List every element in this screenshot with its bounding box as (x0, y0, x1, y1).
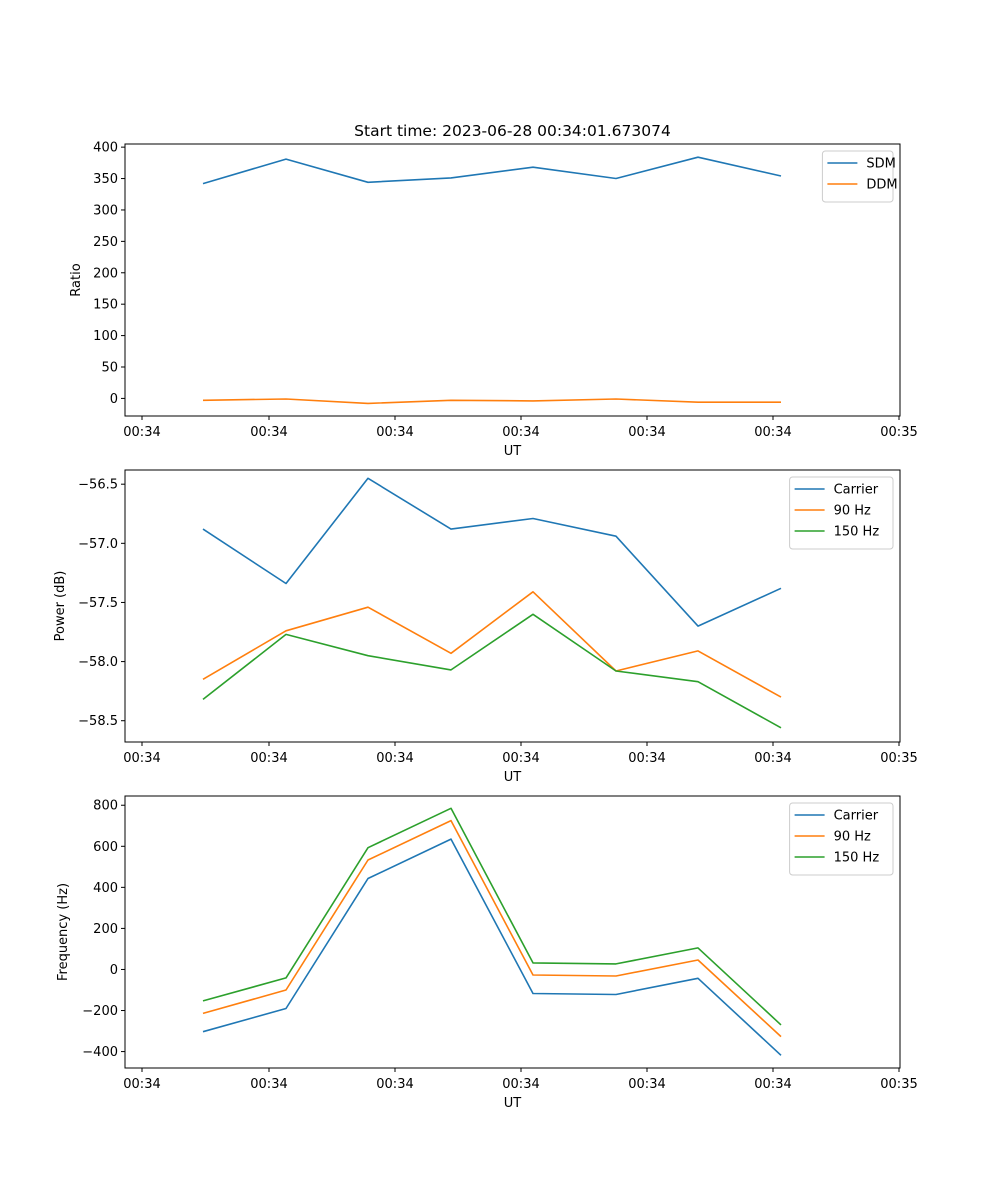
y-tick-label: 0 (110, 963, 118, 978)
x-tick-label: 00:34 (628, 425, 665, 440)
chart-title: Start time: 2023-06-28 00:34:01.673074 (354, 122, 671, 140)
x-tick-label: 00:34 (628, 1077, 665, 1092)
x-tick-label: 00:34 (628, 751, 665, 766)
y-tick-label: 800 (93, 799, 118, 814)
series-line-150-hz (202, 613, 782, 729)
x-tick-label: 00:34 (123, 751, 160, 766)
plot-frame (124, 469, 901, 743)
x-axis: 00:34 00:34 00:34 00:34 00:34 00:34 00:35 (123, 742, 918, 766)
y-tick-label: −200 (82, 1004, 118, 1019)
x-tick-label: 00:34 (502, 1077, 539, 1092)
x-tick-label: 00:34 (754, 751, 791, 766)
x-tick-label: 00:35 (880, 1077, 917, 1092)
y-tick-label: −57.0 (78, 537, 118, 552)
legend-label: 150 Hz (834, 525, 880, 540)
y-axis: 0 50 100 150 200 250 300 350 400 (93, 141, 125, 407)
legend-label: 150 Hz (834, 851, 880, 866)
y-axis-label: Frequency (Hz) (56, 883, 71, 981)
legend: Carrier 90 Hz 150 Hz (789, 476, 894, 550)
y-tick-label: 300 (93, 203, 118, 218)
y-tick-label: 350 (93, 172, 118, 187)
legend: Carrier 90 Hz 150 Hz (789, 802, 894, 876)
y-tick-label: 50 (101, 361, 118, 376)
x-axis-label: UT (504, 1096, 522, 1111)
y-tick-label: 0 (110, 392, 118, 407)
x-tick-label: 00:34 (250, 751, 287, 766)
plot-frame (124, 143, 901, 417)
series-line-90-hz (202, 590, 782, 698)
legend-label: 90 Hz (834, 830, 871, 845)
plot-frame (124, 795, 901, 1069)
y-tick-label: 600 (93, 840, 118, 855)
x-tick-label: 00:34 (754, 1077, 791, 1092)
series-layer (202, 156, 782, 405)
x-axis-label: UT (504, 770, 522, 785)
x-axis: 00:34 00:34 00:34 00:34 00:34 00:34 00:35 (123, 1068, 918, 1092)
y-tick-label: 200 (93, 266, 118, 281)
y-axis-label: Power (dB) (53, 571, 68, 642)
y-tick-label: 400 (93, 881, 118, 896)
series-layer (202, 477, 782, 729)
x-tick-label: 00:34 (376, 425, 413, 440)
x-tick-label: 00:34 (502, 751, 539, 766)
y-tick-label: 100 (93, 329, 118, 344)
series-line-carrier (202, 838, 782, 1056)
y-tick-label: 200 (93, 922, 118, 937)
panel-power: −58.5−58.0−57.5−57.0−56.5 00:34 00:34 00:3… (53, 469, 918, 785)
series-line-ddm (202, 398, 781, 405)
y-tick-label: −58.5 (78, 714, 118, 729)
x-tick-label: 00:34 (754, 425, 791, 440)
x-tick-label: 00:34 (250, 1077, 287, 1092)
series-layer (202, 807, 782, 1056)
legend-label: DDM (866, 178, 897, 193)
y-tick-label: −56.5 (78, 478, 118, 493)
x-axis: 00:34 00:34 00:34 00:34 00:34 00:34 00:35 (123, 416, 918, 440)
x-tick-label: 00:35 (880, 751, 917, 766)
y-axis: −400 −200 0 200 400 600 800 (82, 799, 125, 1060)
legend: SDM DDM (821, 150, 898, 203)
y-axis: −58.5 −58.0 −57.5 −57.0 −56.5 (78, 478, 125, 729)
x-tick-label: 00:34 (502, 425, 539, 440)
series-line-carrier (202, 477, 782, 627)
y-tick-label: 400 (93, 141, 118, 156)
y-tick-label: −58.0 (78, 655, 118, 670)
legend-label: Carrier (834, 483, 879, 498)
y-tick-label: 150 (93, 298, 118, 313)
legend-label: 90 Hz (834, 504, 871, 519)
legend-label: SDM (866, 157, 895, 172)
y-tick-label: −57.5 (78, 596, 118, 611)
x-tick-label: 00:34 (376, 1077, 413, 1092)
x-axis-label: UT (504, 444, 522, 459)
y-axis-label: Ratio (69, 263, 84, 296)
series-line-90-hz (202, 819, 782, 1038)
y-tick-label: −400 (82, 1045, 118, 1060)
x-tick-label: 00:34 (250, 425, 287, 440)
x-tick-label: 00:34 (123, 425, 160, 440)
y-tick-label: 250 (93, 235, 118, 250)
x-tick-label: 00:35 (880, 425, 917, 440)
x-tick-label: 00:34 (376, 751, 413, 766)
series-line-150-hz (202, 807, 782, 1026)
x-tick-label: 00:34 (123, 1077, 160, 1092)
legend-label: Carrier (834, 809, 879, 824)
series-line-sdm (202, 156, 782, 185)
